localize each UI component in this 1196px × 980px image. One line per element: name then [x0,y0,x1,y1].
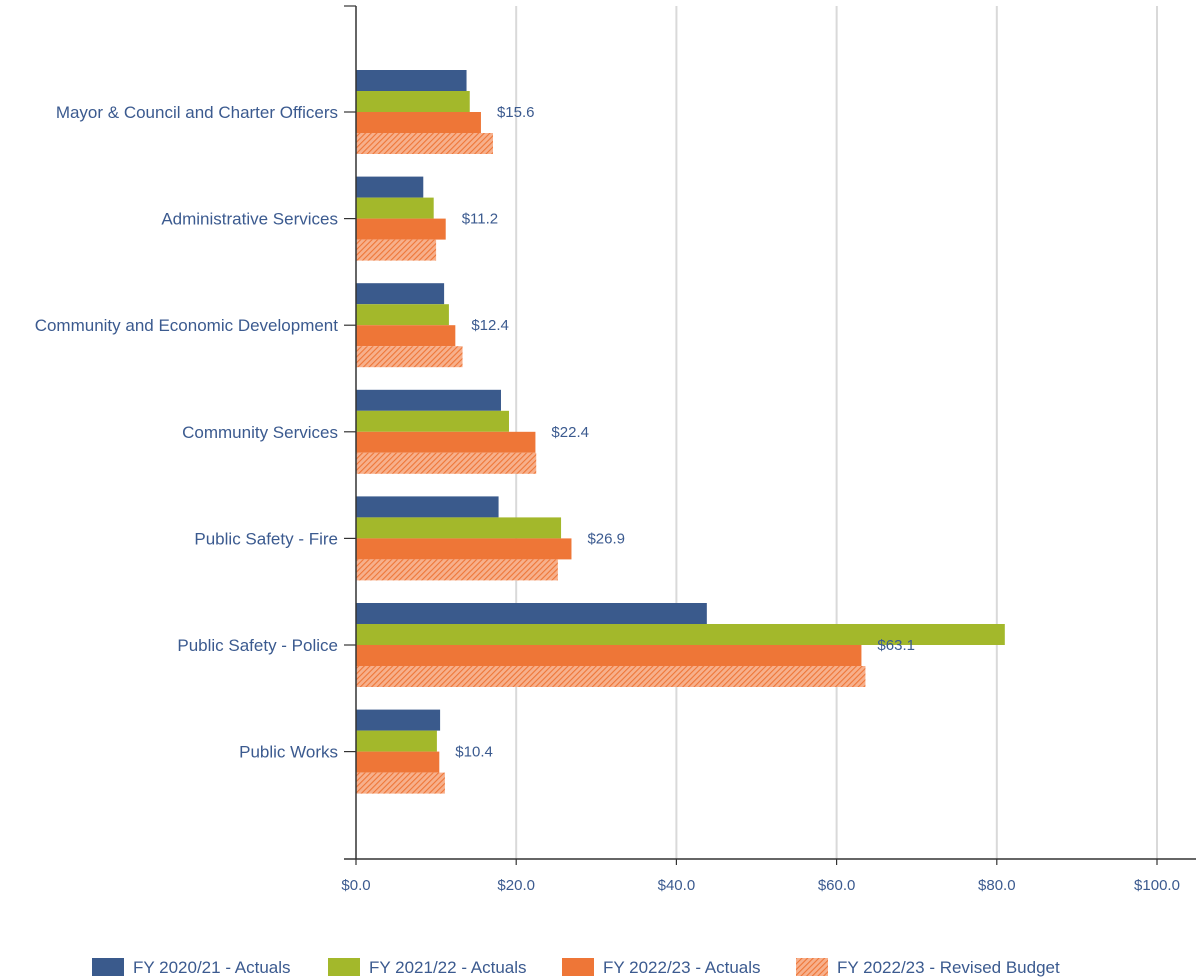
bar [356,431,536,453]
bar [356,283,445,305]
bar [356,452,537,474]
data-label: $11.2 [462,211,498,228]
bar [356,517,562,539]
bar [356,70,467,91]
data-label: $63.1 [877,637,915,654]
bar [356,133,493,154]
x-tick-label: $20.0 [497,877,535,894]
category-label: Public Works [239,743,338,762]
bar [356,410,509,432]
legend-swatch [328,958,360,976]
x-tick-label: $60.0 [818,877,856,894]
bar [356,176,424,198]
data-label: $12.4 [471,317,509,334]
category-label: Community Services [182,423,338,442]
bar [356,496,499,518]
legend-label: FY 2022/23 - Revised Budget [837,958,1060,977]
bar [356,91,470,112]
legend-label: FY 2021/22 - Actuals [369,958,527,977]
bar [356,538,572,560]
bar [356,239,437,261]
category-label: Administrative Services [161,210,338,229]
bar [356,559,558,581]
axes [344,5,1196,865]
x-tick-label: $100.0 [1134,877,1180,894]
bar [356,666,866,687]
category-label: Public Safety - Police [177,636,338,655]
legend: FY 2020/21 - Actuals FY 2021/22 - Actuals… [92,958,1060,977]
legend-label: FY 2020/21 - Actuals [133,958,291,977]
bar [356,389,501,411]
bar [356,645,862,666]
data-label: $15.6 [497,104,535,121]
bar [356,772,445,794]
legend-label: FY 2022/23 - Actuals [603,958,761,977]
gridlines [515,6,1158,859]
legend-swatch [562,958,594,976]
bar [356,346,463,368]
bar [356,112,481,133]
bar [356,197,434,219]
x-tick-label: $80.0 [978,877,1016,894]
category-label: Mayor & Council and Charter Officers [56,103,338,122]
bar [356,304,449,326]
data-label: $10.4 [455,744,493,761]
bar [356,603,707,624]
bars-group [356,70,1005,794]
x-tick-label: $40.0 [658,877,696,894]
legend-swatch [92,958,124,976]
bar [356,709,441,731]
category-label: Community and Economic Development [35,316,339,335]
bar [356,218,446,240]
bar [356,624,1005,645]
category-label: Public Safety - Fire [194,529,338,548]
bar [356,730,437,752]
bar [356,325,456,347]
bar [356,751,440,773]
data-label: $26.9 [587,530,625,547]
x-tick-label: $0.0 [341,877,370,894]
data-label: $22.4 [551,424,589,441]
legend-swatch [796,958,828,976]
labels-group: $0.0 $20.0 $40.0 $60.0 $80.0 $100.0 Mayor & Co… [35,103,1180,894]
